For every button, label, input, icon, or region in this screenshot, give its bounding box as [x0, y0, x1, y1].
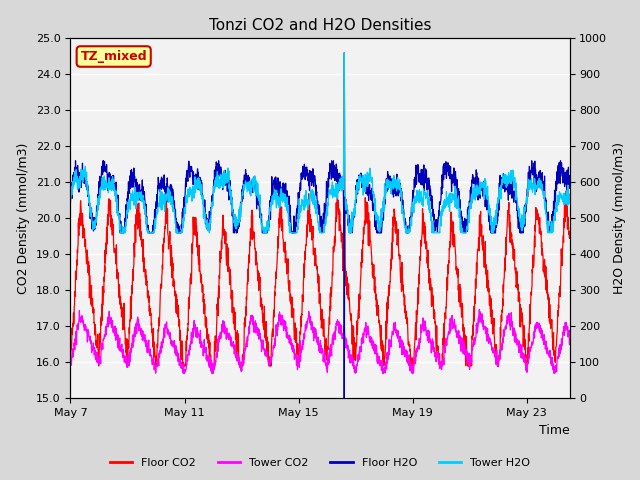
X-axis label: Time: Time	[539, 424, 570, 437]
Y-axis label: H2O Density (mmol/m3): H2O Density (mmol/m3)	[613, 143, 626, 294]
Legend: Floor CO2, Tower CO2, Floor H2O, Tower H2O: Floor CO2, Tower CO2, Floor H2O, Tower H…	[105, 453, 535, 472]
Text: TZ_mixed: TZ_mixed	[81, 50, 147, 63]
Y-axis label: CO2 Density (mmol/m3): CO2 Density (mmol/m3)	[17, 143, 30, 294]
Title: Tonzi CO2 and H2O Densities: Tonzi CO2 and H2O Densities	[209, 18, 431, 33]
